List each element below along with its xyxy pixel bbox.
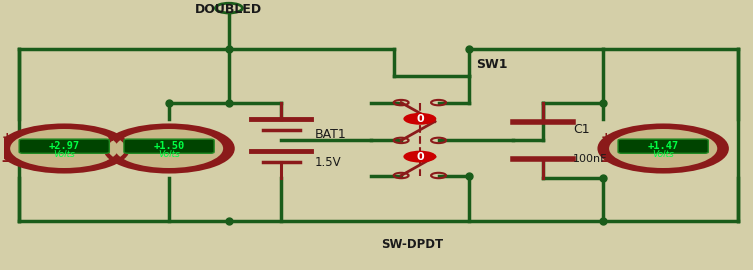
Text: Volts: Volts: [652, 150, 674, 159]
Text: 100nF: 100nF: [573, 154, 608, 164]
Circle shape: [115, 129, 223, 168]
Text: 0: 0: [416, 151, 424, 162]
Circle shape: [404, 113, 436, 125]
Text: +: +: [106, 130, 117, 144]
Text: 1.5V: 1.5V: [315, 156, 342, 168]
Text: DOUBLED: DOUBLED: [195, 3, 263, 16]
Text: +1.50: +1.50: [154, 140, 184, 150]
Text: −: −: [105, 154, 118, 169]
Text: Volts: Volts: [158, 150, 180, 159]
Text: +2.97: +2.97: [49, 140, 80, 150]
FancyBboxPatch shape: [618, 139, 709, 153]
Text: +: +: [2, 130, 12, 144]
Text: −: −: [1, 154, 14, 169]
Circle shape: [1, 126, 128, 171]
Text: BAT1: BAT1: [315, 129, 347, 141]
Text: C1: C1: [573, 123, 590, 136]
Text: SW1: SW1: [476, 58, 508, 71]
Text: 0: 0: [416, 114, 424, 124]
FancyBboxPatch shape: [19, 139, 109, 153]
Text: −: −: [599, 154, 612, 169]
Circle shape: [10, 129, 118, 168]
Circle shape: [599, 126, 727, 171]
Circle shape: [609, 129, 718, 168]
FancyBboxPatch shape: [124, 139, 214, 153]
Circle shape: [404, 151, 436, 163]
Text: Volts: Volts: [53, 150, 75, 159]
Circle shape: [105, 126, 233, 171]
Text: +1.47: +1.47: [648, 140, 678, 150]
Text: SW-DPDT: SW-DPDT: [381, 238, 444, 251]
Text: +: +: [601, 130, 611, 144]
